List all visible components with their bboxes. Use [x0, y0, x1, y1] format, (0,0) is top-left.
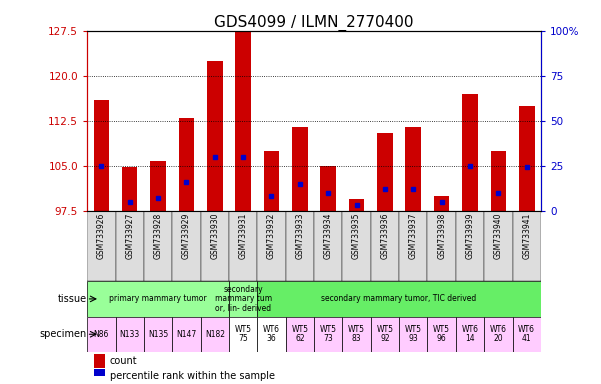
Bar — [94, 100, 109, 210]
Bar — [87, 281, 229, 316]
Bar — [349, 199, 364, 210]
Text: GSM733926: GSM733926 — [97, 213, 106, 259]
Text: GSM733928: GSM733928 — [153, 213, 162, 259]
Bar — [201, 210, 229, 281]
Text: count: count — [110, 356, 138, 366]
Bar — [513, 210, 541, 281]
Text: tissue: tissue — [58, 294, 87, 304]
Bar — [462, 94, 478, 210]
Text: WT6
36: WT6 36 — [263, 325, 280, 343]
Bar — [343, 316, 371, 352]
Bar — [201, 316, 229, 352]
Text: GSM733935: GSM733935 — [352, 213, 361, 259]
Text: specimen: specimen — [39, 329, 87, 339]
Bar — [519, 106, 534, 210]
Bar — [484, 316, 513, 352]
Text: WT5
92: WT5 92 — [376, 325, 394, 343]
Bar — [115, 210, 144, 281]
Text: WT6
14: WT6 14 — [462, 325, 478, 343]
Bar — [399, 316, 427, 352]
Bar — [87, 316, 115, 352]
Text: GSM733936: GSM733936 — [380, 213, 389, 259]
Text: N182: N182 — [205, 330, 225, 339]
Bar — [94, 369, 105, 382]
Bar — [94, 354, 105, 368]
Text: WT5
96: WT5 96 — [433, 325, 450, 343]
Text: GSM733927: GSM733927 — [125, 213, 134, 259]
Bar — [144, 210, 172, 281]
Bar — [456, 316, 484, 352]
Bar — [178, 118, 194, 210]
Bar — [229, 316, 257, 352]
Bar — [257, 210, 285, 281]
Text: GSM733941: GSM733941 — [522, 213, 531, 259]
Bar — [257, 316, 285, 352]
Bar — [427, 316, 456, 352]
Bar — [264, 151, 279, 210]
Bar — [343, 210, 371, 281]
Text: GSM733939: GSM733939 — [466, 213, 475, 259]
Bar — [513, 316, 541, 352]
Text: WT6
20: WT6 20 — [490, 325, 507, 343]
Text: secondary mammary tumor, TIC derived: secondary mammary tumor, TIC derived — [322, 295, 477, 303]
Bar — [406, 127, 421, 210]
Text: WT5
75: WT5 75 — [234, 325, 252, 343]
Text: GSM733930: GSM733930 — [210, 213, 219, 259]
Text: GSM733932: GSM733932 — [267, 213, 276, 259]
Text: GSM733933: GSM733933 — [295, 213, 304, 259]
Bar — [285, 210, 314, 281]
Text: N147: N147 — [176, 330, 197, 339]
Text: GSM733937: GSM733937 — [409, 213, 418, 259]
Text: GSM733938: GSM733938 — [437, 213, 446, 259]
Title: GDS4099 / ILMN_2770400: GDS4099 / ILMN_2770400 — [215, 15, 413, 31]
Bar — [87, 210, 115, 281]
Bar — [371, 210, 399, 281]
Bar — [144, 316, 172, 352]
Text: GSM733934: GSM733934 — [324, 213, 333, 259]
Bar — [314, 210, 343, 281]
Bar — [285, 316, 314, 352]
Bar — [490, 151, 506, 210]
Text: WT5
73: WT5 73 — [320, 325, 337, 343]
Bar — [427, 210, 456, 281]
Text: N135: N135 — [148, 330, 168, 339]
Text: N133: N133 — [120, 330, 140, 339]
Bar — [172, 210, 201, 281]
Bar — [207, 61, 222, 210]
Bar — [115, 316, 144, 352]
Text: GSM733931: GSM733931 — [239, 213, 248, 259]
Bar — [292, 127, 308, 210]
Bar — [236, 31, 251, 210]
Bar — [172, 316, 201, 352]
Text: primary mammary tumor: primary mammary tumor — [109, 295, 207, 303]
Text: WT5
62: WT5 62 — [291, 325, 308, 343]
Bar — [320, 166, 336, 210]
Bar — [371, 316, 399, 352]
Bar — [257, 281, 541, 316]
Bar — [150, 161, 166, 210]
Text: N86: N86 — [94, 330, 109, 339]
Bar — [399, 210, 427, 281]
Bar — [456, 210, 484, 281]
Text: WT6
41: WT6 41 — [518, 325, 535, 343]
Text: GSM733940: GSM733940 — [494, 213, 503, 259]
Bar — [434, 195, 450, 210]
Bar — [122, 167, 138, 210]
Text: WT5
83: WT5 83 — [348, 325, 365, 343]
Bar — [229, 281, 257, 316]
Bar — [314, 316, 343, 352]
Text: GSM733929: GSM733929 — [182, 213, 191, 259]
Text: percentile rank within the sample: percentile rank within the sample — [110, 371, 275, 381]
Text: WT5
93: WT5 93 — [405, 325, 422, 343]
Bar — [484, 210, 513, 281]
Bar — [377, 132, 392, 210]
Bar — [229, 210, 257, 281]
Text: secondary
mammary tum
or, lin- derived: secondary mammary tum or, lin- derived — [215, 285, 272, 313]
